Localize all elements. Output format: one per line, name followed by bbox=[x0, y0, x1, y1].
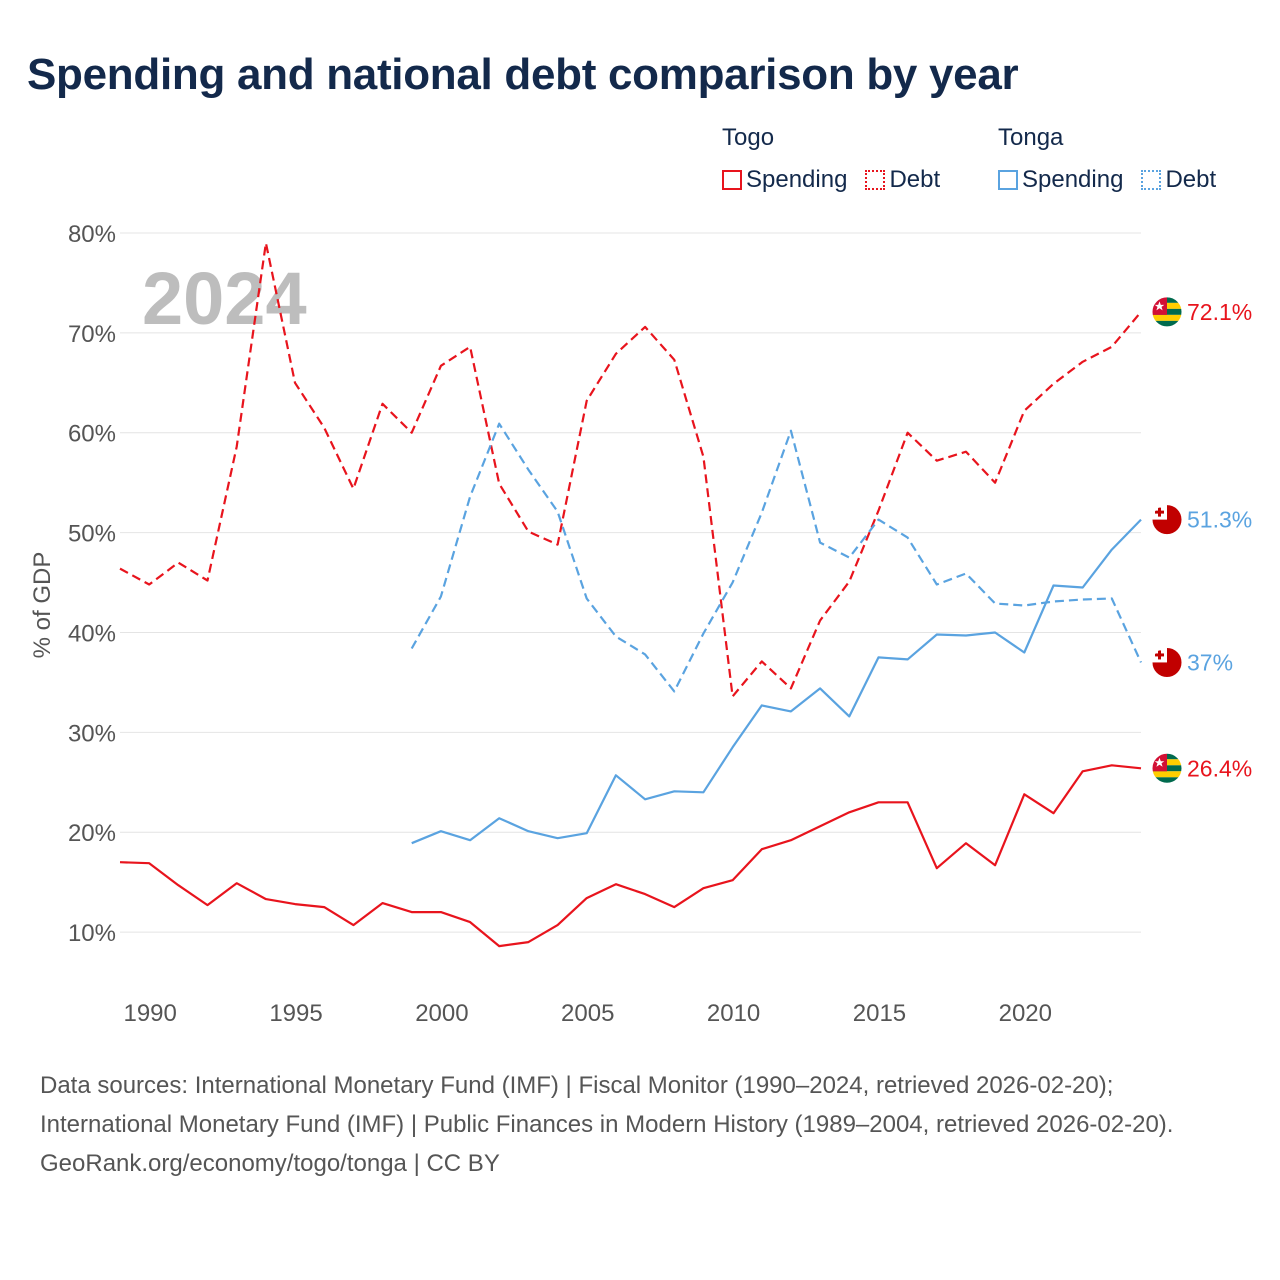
end-value-label: 72.1% bbox=[1187, 299, 1252, 325]
togo-flag-icon bbox=[1151, 752, 1183, 784]
legend-item-label: Spending bbox=[1022, 166, 1124, 193]
legend-togo-spending[interactable]: Spending bbox=[722, 166, 847, 194]
legend-item-label: Spending bbox=[746, 166, 848, 193]
y-axis-label: % of GDP bbox=[29, 552, 56, 659]
y-axis-ticks: 10% 20% 30% 40% 50% 60% 70% 80% bbox=[68, 221, 116, 947]
x-tick-label: 1990 bbox=[123, 1000, 176, 1027]
legend-group-name: Tonga bbox=[998, 124, 1064, 151]
x-tick-label: 2010 bbox=[707, 1000, 760, 1027]
series-line-tonga-debt bbox=[410, 422, 1143, 693]
y-tick-label: 50% bbox=[68, 521, 116, 548]
y-tick-label: 80% bbox=[68, 221, 116, 248]
y-tick-label: 40% bbox=[68, 620, 116, 647]
grid-lines bbox=[120, 232, 1141, 933]
legend-item-label: Debt bbox=[889, 166, 941, 193]
end-value-label: 26.4% bbox=[1187, 755, 1252, 781]
x-tick-label: 1995 bbox=[269, 1000, 322, 1027]
x-tick-label: 2020 bbox=[999, 1000, 1052, 1027]
series-line-togo-spending bbox=[119, 764, 1142, 948]
y-tick-label: 70% bbox=[68, 321, 116, 348]
end-value-label: 37% bbox=[1187, 649, 1233, 675]
legend-item-label: Debt bbox=[1165, 166, 1217, 193]
x-tick-label: 2000 bbox=[415, 1000, 468, 1027]
series-end-labels: 72.1% 37% 51.3% 26.4% bbox=[1151, 296, 1252, 784]
legend-group-togo: Togo Spending Debt bbox=[722, 124, 958, 194]
chart-footer: Data sources: International Monetary Fun… bbox=[40, 1066, 1240, 1183]
legend-tonga-spending[interactable]: Spending bbox=[998, 166, 1123, 194]
x-tick-label: 2005 bbox=[561, 1000, 614, 1027]
legend-togo-debt[interactable]: Debt bbox=[865, 166, 940, 194]
y-tick-label: 20% bbox=[68, 820, 116, 847]
series-lines bbox=[119, 241, 1143, 948]
legend-group-tonga: Tonga Spending Debt bbox=[998, 124, 1234, 194]
y-tick-label: 10% bbox=[68, 920, 116, 947]
end-value-label: 51.3% bbox=[1187, 507, 1252, 533]
legend-group-name: Togo bbox=[722, 124, 775, 151]
y-tick-label: 30% bbox=[68, 720, 116, 747]
dotted-line-swatch-icon bbox=[865, 170, 886, 190]
page-title: Spending and national debt comparison by… bbox=[27, 50, 1019, 99]
series-line-tonga-spending bbox=[411, 518, 1142, 845]
line-chart: 10% 20% 30% 40% 50% 60% 70% 80% 1990 1995 2000 200… bbox=[29, 221, 1252, 1027]
tonga-flag-icon bbox=[1151, 504, 1183, 536]
series-line-togo-debt bbox=[119, 241, 1142, 698]
dotted-line-swatch-icon bbox=[1141, 170, 1162, 190]
solid-line-swatch-icon bbox=[722, 170, 742, 190]
tonga-flag-icon bbox=[1151, 646, 1183, 678]
togo-flag-icon bbox=[1151, 296, 1183, 328]
solid-line-swatch-icon bbox=[998, 170, 1018, 190]
year-watermark: 2024 bbox=[142, 257, 307, 340]
legend-tonga-debt[interactable]: Debt bbox=[1141, 166, 1216, 194]
credit-link[interactable]: GeoRank.org/economy/togo/tonga | CC BY bbox=[40, 1150, 500, 1177]
x-axis-ticks: 1990 1995 2000 2005 2010 2015 2020 bbox=[123, 1000, 1052, 1027]
y-tick-label: 60% bbox=[68, 421, 116, 448]
data-sources: Data sources: International Monetary Fun… bbox=[40, 1072, 1174, 1138]
x-tick-label: 2015 bbox=[853, 1000, 906, 1027]
